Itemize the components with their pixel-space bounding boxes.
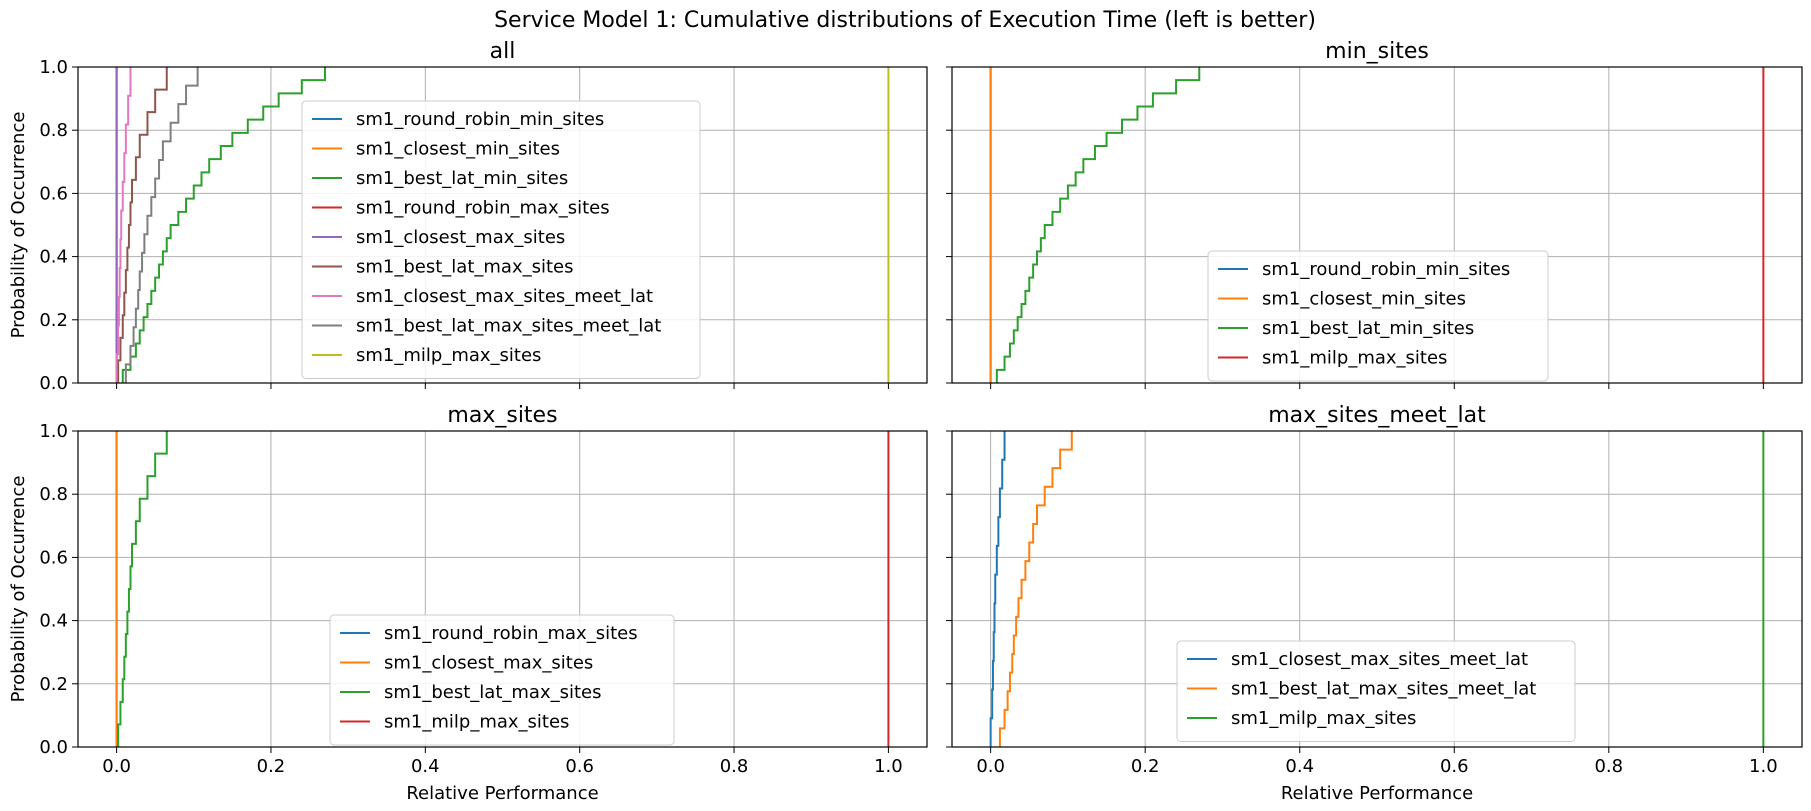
legend-entry: sm1_closest_min_sites — [1262, 289, 1466, 310]
legend: sm1_closest_max_sites_meet_lat sm1_best_l… — [1176, 640, 1576, 742]
legend-entry: sm1_best_lat_min_sites — [356, 168, 568, 189]
legend-box — [1176, 640, 1576, 742]
legend-entry: sm1_best_lat_max_sites — [356, 257, 574, 278]
series-line-sm1-best-lat-max-sites-meet-lat — [998, 431, 1073, 747]
subplot-max-sites-meet-lat: 0.0 0.2 0.4 0.6 0.8 1.0 max_sites_meet_lat Rela… — [946, 403, 1803, 804]
x-tick-label: 0.0 — [976, 756, 1005, 777]
x-tick-label: 0.0 — [102, 756, 131, 777]
legend-entry: sm1_closest_max_sites_meet_lat — [1231, 649, 1528, 670]
legend-box — [1207, 250, 1549, 382]
subplot-grid: 0.0 0.2 0.4 0.6 0.8 1.0 all Probability of Occu… — [8, 39, 1803, 804]
x-tick-label: 0.6 — [1440, 756, 1469, 777]
y-axis-label: Probability of Occurrence — [8, 476, 29, 703]
series-line-sm1-closest-max-sites-meet-lat — [989, 431, 1006, 747]
series-line-sm1-best-lat-min-sites — [121, 67, 326, 383]
y-tick-label: 0.0 — [39, 373, 68, 394]
x-axis-label: Relative Performance — [406, 783, 598, 804]
y-tick-label: 0.4 — [39, 247, 68, 268]
legend-entry: sm1_round_robin_max_sites — [384, 623, 638, 644]
series-line-sm1-best-lat-max-sites-meet-lat — [124, 67, 199, 383]
series-group — [989, 431, 1765, 747]
y-tick-label: 0.2 — [39, 310, 68, 331]
y-tick-label: 0.6 — [39, 183, 68, 204]
legend-entry: sm1_closest_max_sites — [356, 227, 565, 248]
series-line-sm1-best-lat-min-sites — [995, 67, 1201, 383]
y-tick-label: 0.0 — [39, 737, 68, 758]
y-tick-label: 0.8 — [39, 484, 68, 505]
subplot-title: all — [490, 39, 516, 64]
subplot-title: max_sites_meet_lat — [1268, 403, 1486, 428]
legend-entry: sm1_closest_max_sites — [384, 653, 593, 674]
legend-entry: sm1_round_robin_min_sites — [1262, 259, 1510, 280]
legend: sm1_round_robin_min_sites sm1_closest_min… — [1207, 250, 1549, 382]
y-axis-label: Probability of Occurrence — [8, 112, 29, 339]
legend-entry: sm1_milp_max_sites — [356, 345, 541, 366]
axes-frame — [951, 430, 1803, 748]
series-line-sm1-best-lat-max-sites — [117, 431, 168, 747]
x-tick-label: 0.2 — [257, 756, 286, 777]
legend-entry: sm1_best_lat_min_sites — [1262, 318, 1474, 339]
x-tick-label: 0.8 — [1594, 756, 1623, 777]
subplot-title: max_sites — [447, 403, 557, 428]
x-axis-label: Relative Performance — [1281, 783, 1473, 804]
legend-entry: sm1_milp_max_sites — [1231, 708, 1416, 729]
x-tick-label: 0.6 — [565, 756, 594, 777]
series-line-sm1-closest-max-sites-meet-lat — [115, 67, 132, 383]
series-group — [115, 67, 890, 383]
axes-frame — [77, 66, 928, 384]
legend-entry: sm1_best_lat_max_sites_meet_lat — [1231, 679, 1536, 700]
legend-box — [301, 100, 701, 379]
legend-entry: sm1_round_robin_max_sites — [356, 198, 610, 219]
y-tick-label: 0.4 — [39, 611, 68, 632]
x-tick-label: 0.4 — [1285, 756, 1314, 777]
axes-frame — [951, 66, 1803, 384]
x-tick-label: 1.0 — [1749, 756, 1778, 777]
x-tick-label: 0.8 — [720, 756, 749, 777]
x-tick-label: 0.4 — [411, 756, 440, 777]
legend-box — [329, 614, 675, 746]
legend: sm1_round_robin_max_sites sm1_closest_max… — [329, 614, 675, 746]
y-tick-label: 0.6 — [39, 547, 68, 568]
legend-entry: sm1_closest_max_sites_meet_lat — [356, 286, 653, 307]
legend-entry: sm1_best_lat_max_sites — [384, 682, 602, 703]
y-tick-label: 1.0 — [39, 57, 68, 78]
y-tick-label: 1.0 — [39, 421, 68, 442]
legend-entry: sm1_best_lat_max_sites_meet_lat — [356, 316, 661, 337]
legend-entry: sm1_milp_max_sites — [1262, 348, 1447, 369]
legend: sm1_round_robin_min_sites sm1_closest_min… — [301, 100, 701, 379]
legend-entry: sm1_milp_max_sites — [384, 712, 569, 733]
legend-entry: sm1_round_robin_min_sites — [356, 109, 604, 130]
y-tick-label: 0.2 — [39, 674, 68, 695]
x-tick-label: 1.0 — [874, 756, 903, 777]
axes-frame — [77, 430, 928, 748]
y-tick-label: 0.8 — [39, 120, 68, 141]
figure-title: Service Model 1: Cumulative distribution… — [494, 8, 1316, 33]
series-group — [989, 67, 1765, 383]
legend-entry: sm1_closest_min_sites — [356, 139, 560, 160]
subplot-title: min_sites — [1325, 39, 1429, 64]
subplot-all: 0.0 0.2 0.4 0.6 0.8 1.0 all Probability of Occu… — [8, 39, 928, 394]
subplot-max-sites: 0.0 0.2 0.4 0.6 0.8 1.0 0.0 0.2 0.4 0.6 0.8 1.0 max_… — [8, 403, 928, 804]
series-group — [115, 431, 890, 747]
series-line-sm1-best-lat-max-sites — [117, 67, 168, 383]
x-tick-label: 0.2 — [1131, 756, 1160, 777]
subplot-min-sites: min_sites sm1_round_robin_min_sites sm1_cl… — [946, 39, 1803, 389]
